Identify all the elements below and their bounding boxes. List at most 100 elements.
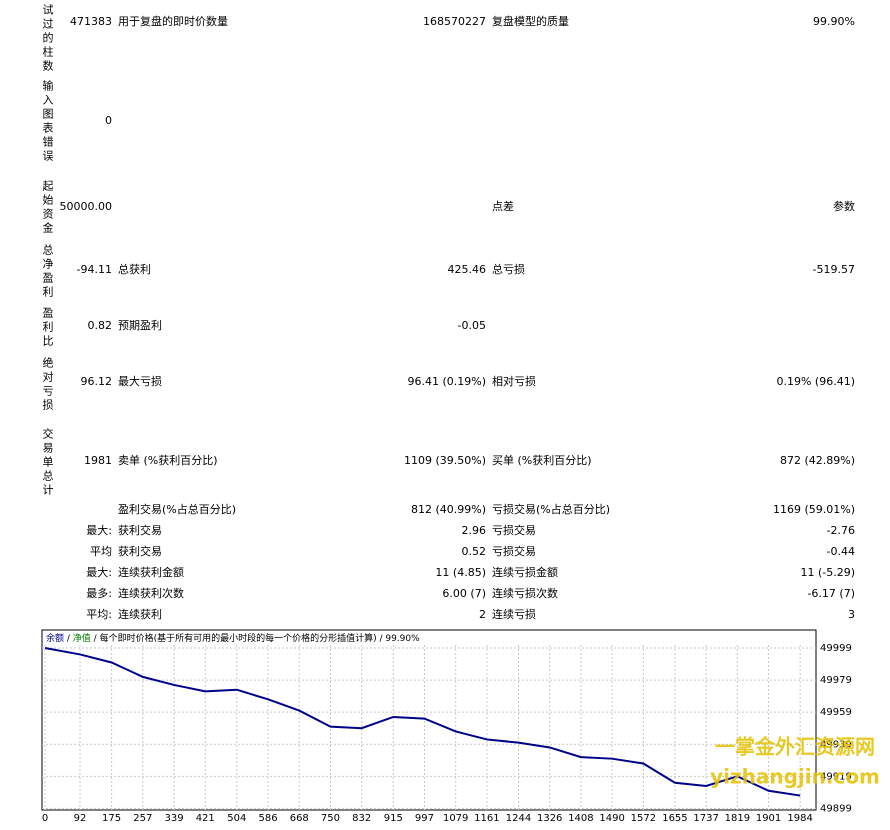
row-value: 0.19% (96.41) — [776, 375, 855, 388]
row-value: 1981 — [84, 454, 112, 467]
y-tick-label: 49999 — [820, 643, 852, 654]
row-value: -0.44 — [827, 545, 855, 558]
chart-subtitle: 每个即时价格(基于所有可用的最小时段的每一个价格的分形插值计算) / 99.90… — [100, 632, 421, 644]
row-value: 1169 (59.01%) — [773, 503, 855, 516]
balance-line — [44, 647, 801, 797]
row-value: 425.46 — [448, 263, 487, 276]
x-tick-label: 1572 — [631, 813, 656, 824]
x-tick-label: 832 — [352, 813, 371, 824]
row-label: 点差 — [492, 199, 514, 213]
y-tick-label: 49919 — [820, 771, 852, 782]
watermark: yizhangjin.com — [710, 765, 880, 789]
row-label: 最大亏损 — [118, 374, 162, 388]
row-value: 0.82 — [88, 319, 113, 332]
row-label: 连续获利金额 — [118, 565, 184, 579]
row-label: 亏损交易(%占总百分比) — [492, 502, 610, 516]
x-tick-label: 586 — [258, 813, 277, 824]
x-tick-label: 750 — [321, 813, 340, 824]
x-tick-label: 1984 — [787, 813, 812, 824]
legend-sep: / — [91, 634, 100, 644]
x-tick-label: 1490 — [599, 813, 624, 824]
row-value: 50000.00 — [60, 200, 113, 213]
row-label: 亏损交易 — [492, 523, 536, 537]
row-label: 输入图表错误 — [41, 79, 54, 164]
row-value: -0.05 — [458, 319, 486, 332]
y-tick-label: 49979 — [820, 675, 852, 686]
row-label: 试过的柱数 — [41, 4, 54, 74]
row-value: 最多: — [86, 586, 112, 600]
row-value: 最大: — [86, 523, 112, 537]
y-tick-label: 49959 — [820, 707, 852, 718]
row-value: 96.12 — [81, 375, 113, 388]
x-tick-label: 339 — [164, 813, 183, 824]
row-value: 最大: — [86, 565, 112, 579]
row-value: -94.11 — [77, 263, 112, 276]
row-label: 总获利 — [118, 262, 151, 276]
legend-balance: 余额 — [46, 632, 64, 644]
row-label: 买单 (%获利百分比) — [492, 454, 592, 467]
x-tick-label: 1737 — [693, 813, 718, 824]
y-tick-label: 49899 — [820, 803, 852, 814]
x-tick-label: 257 — [133, 813, 152, 824]
row-label: 获利交易 — [118, 523, 162, 537]
legend-sep: / — [64, 634, 73, 644]
row-value: 2 — [479, 608, 486, 621]
row-value: -6.17 (7) — [807, 587, 855, 600]
row-value: -519.57 — [813, 263, 855, 276]
row-value: 168570227 — [423, 15, 486, 28]
x-tick-label: 1819 — [725, 813, 750, 824]
row-value: 812 (40.99%) — [411, 503, 486, 516]
row-value: 96.41 (0.19%) — [407, 375, 486, 388]
row-value: 0 — [105, 114, 112, 127]
legend-equity: 净值 — [73, 632, 91, 644]
row-value: 6.00 (7) — [442, 587, 486, 600]
row-value: 99.90% — [813, 15, 855, 28]
row-label: 亏损交易 — [492, 544, 536, 558]
x-tick-label: 1079 — [443, 813, 468, 824]
y-tick-label: 49939 — [820, 739, 852, 750]
row-value: 11 (-5.29) — [800, 566, 855, 579]
x-tick-label: 1408 — [568, 813, 593, 824]
row-label: 用于复盘的即时价数量 — [118, 14, 228, 28]
x-tick-label: 1161 — [474, 813, 499, 824]
row-label: 连续获利 — [118, 607, 162, 621]
x-tick-label: 175 — [102, 813, 121, 824]
row-value: 2.96 — [462, 524, 487, 537]
row-label: 总净盈利 — [41, 243, 54, 300]
row-label: 连续亏损金额 — [492, 565, 558, 579]
x-tick-label: 1655 — [662, 813, 687, 824]
x-tick-label: 1901 — [756, 813, 781, 824]
row-label: 盈利比 — [41, 307, 54, 349]
x-tick-label: 92 — [74, 813, 87, 824]
x-tick-label: 0 — [42, 813, 48, 824]
row-label: 获利交易 — [118, 544, 162, 558]
row-value: 平均: — [86, 608, 112, 621]
row-label: 绝对亏损 — [41, 356, 54, 413]
row-value: 11 (4.85) — [435, 566, 486, 579]
row-label: 相对亏损 — [492, 374, 536, 388]
row-value: 471383 — [70, 15, 112, 28]
row-label: 连续亏损次数 — [492, 586, 558, 600]
x-tick-label: 1244 — [506, 813, 531, 824]
watermark: 一掌金外汇资源网 — [715, 735, 875, 759]
x-tick-label: 915 — [384, 813, 403, 824]
row-label: 复盘模型的质量 — [492, 14, 569, 28]
row-label: 盈利交易(%占总百分比) — [118, 502, 236, 516]
x-tick-label: 668 — [290, 813, 309, 824]
row-value: 参数 — [833, 199, 855, 213]
row-value: 3 — [848, 608, 855, 621]
row-label: 交易单总计 — [41, 427, 54, 498]
row-label: 起始资金 — [41, 180, 54, 236]
x-tick-label: 1326 — [537, 813, 562, 824]
row-value: 1109 (39.50%) — [404, 454, 486, 467]
row-value: 0.52 — [462, 545, 487, 558]
chart-legend: 余额 / 净值 / 每个即时价格(基于所有可用的最小时段的每一个价格的分形插值计… — [46, 632, 420, 644]
row-value: 平均 — [90, 545, 112, 558]
row-label: 总亏损 — [492, 262, 525, 276]
row-label: 连续亏损 — [492, 607, 536, 621]
row-label: 预期盈利 — [118, 319, 162, 332]
row-value: 872 (42.89%) — [780, 454, 855, 467]
x-tick-label: 421 — [196, 813, 215, 824]
x-tick-label: 997 — [415, 813, 434, 824]
